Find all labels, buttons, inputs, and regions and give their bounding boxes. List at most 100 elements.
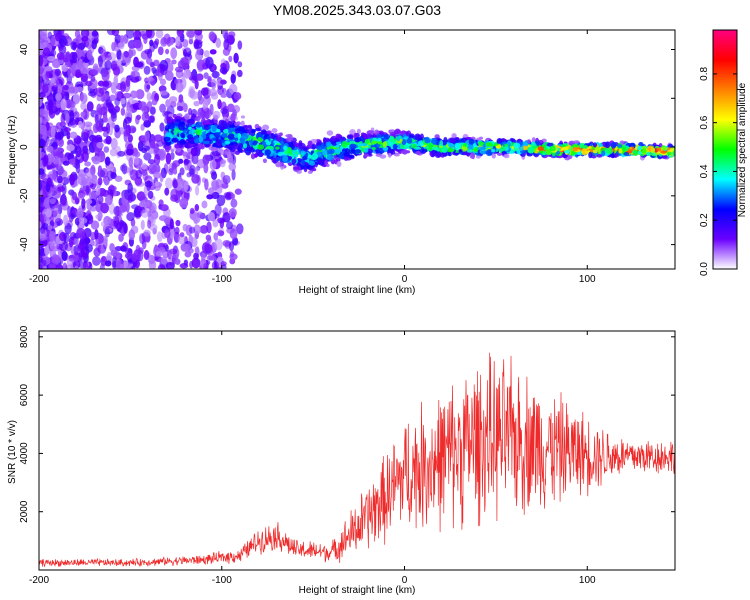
spectrogram-cell: [78, 120, 83, 129]
spectrogram-cell: [504, 143, 509, 147]
spectrogram-cell: [112, 66, 121, 76]
spectrogram-cell: [513, 142, 521, 148]
spectrogram-cell: [182, 102, 188, 113]
spectrogram-cell: [118, 127, 125, 135]
spectrogram-cell: [168, 168, 174, 176]
spectrogram-cell: [181, 151, 189, 157]
spectrogram-cell: [40, 240, 48, 247]
spectrogram-cell: [58, 44, 67, 54]
spectrogram-cell: [447, 142, 454, 148]
spectrogram-cell: [146, 76, 154, 82]
spectrogram-cell: [199, 225, 209, 234]
spectrogram-cell: [212, 218, 219, 228]
spectrogram-cell: [125, 107, 133, 119]
spectrogram-cell: [147, 219, 152, 229]
spectrogram-cell: [154, 181, 160, 187]
snr-y-ticks: 2000 4000 6000 8000: [19, 325, 675, 523]
spectrogram-cell: [82, 145, 89, 154]
spectrogram-cell: [49, 240, 58, 252]
spectrogram-y-tick-label: 0: [19, 144, 30, 150]
spectrogram-cell: [363, 153, 370, 158]
spectrogram-cell: [475, 155, 481, 159]
spectrogram-cell: [103, 146, 110, 153]
chart-title: YM08.2025.343.03.07.G03: [272, 2, 442, 18]
spectrogram-cell: [430, 140, 436, 144]
spectrogram-cell: [124, 252, 133, 260]
spectrogram-cell: [43, 154, 49, 166]
spectrogram-cell: [242, 143, 248, 149]
spectrogram-cell: [215, 131, 221, 137]
spectrogram-cell: [247, 124, 252, 128]
spectrogram-cell: [121, 163, 128, 175]
spectrogram-cell: [89, 69, 99, 75]
spectrogram-cell: [133, 156, 140, 165]
spectrogram-x-label: Height of straight line (km): [299, 285, 416, 296]
spectrogram-cell: [647, 145, 654, 152]
spectrogram-cell: [98, 234, 104, 244]
spectrogram-cell: [131, 127, 136, 133]
spectrogram-cell: [301, 159, 305, 165]
spectrogram-cell: [106, 30, 116, 36]
spectrogram-cell: [224, 192, 233, 201]
spectrogram-cell: [572, 143, 579, 149]
spectrogram-cell: [227, 133, 235, 140]
spectrogram-cell: [349, 143, 357, 150]
spectrogram-cell: [39, 149, 42, 162]
spectrogram-cell: [143, 120, 152, 128]
spectrogram-cell: [231, 144, 238, 150]
spectrogram-cell: [392, 143, 398, 150]
spectrogram-cell: [203, 50, 210, 58]
spectrogram-cell: [194, 203, 200, 212]
spectrogram-cell: [153, 134, 163, 142]
spectrogram-cell: [159, 78, 167, 86]
spectrogram-cell: [130, 90, 138, 99]
spectrogram-cell: [179, 197, 189, 209]
spectrogram-cell: [203, 262, 209, 269]
spectrogram-cell: [255, 127, 261, 132]
spectrogram-cell: [186, 134, 194, 140]
spectrogram-cell: [48, 263, 56, 269]
spectrogram-cell: [112, 256, 118, 268]
spectrogram-cell: [62, 160, 70, 166]
spectrogram-cell: [159, 204, 169, 212]
spectrogram-cell: [424, 136, 430, 143]
spectrogram-cell: [139, 233, 146, 245]
spectrogram-cell: [307, 140, 313, 148]
spectrogram-cell: [148, 202, 157, 214]
spectrogram-cell: [149, 39, 154, 47]
spectrogram-cell: [114, 124, 120, 133]
spectrogram-cell: [88, 91, 97, 97]
spectrogram-cell: [69, 131, 78, 139]
spectrogram-cell: [581, 144, 588, 149]
spectrogram-cell: [151, 99, 158, 106]
spectrogram-cell: [214, 203, 222, 216]
spectrogram-cell: [204, 243, 212, 254]
spectrogram-cell: [113, 74, 119, 87]
spectrogram-cell: [56, 52, 65, 61]
spectrogram-cell: [47, 224, 53, 231]
spectrogram-cell: [410, 143, 417, 149]
spectrogram-cell: [102, 176, 109, 184]
spectrogram-cell: [73, 111, 80, 119]
spectrogram-y-tick-label: -40: [19, 237, 30, 252]
spectrogram-cell: [549, 145, 556, 152]
spectrogram-cell: [92, 256, 101, 266]
spectrogram-cell: [118, 204, 128, 213]
spectrogram-cell: [95, 186, 101, 196]
spectrogram-cell: [70, 65, 76, 73]
spectrogram-cell: [172, 168, 178, 175]
spectrogram-y-tick-label: 20: [19, 92, 30, 104]
spectrogram-cell: [262, 158, 267, 164]
spectrogram-cell: [195, 73, 204, 81]
spectrogram-cell: [88, 191, 98, 200]
spectrogram-cell: [114, 97, 120, 107]
spectrogram-cell: [91, 155, 101, 165]
spectrogram-cell: [183, 68, 192, 79]
spectrogram-cell: [321, 149, 328, 156]
spectrogram-cell: [146, 100, 153, 110]
spectrogram-cell: [176, 105, 184, 112]
spectrogram-cell: [131, 253, 138, 263]
spectrogram-cell: [275, 157, 281, 162]
spectrogram-cell: [343, 151, 350, 157]
spectrogram-cell: [166, 116, 174, 124]
